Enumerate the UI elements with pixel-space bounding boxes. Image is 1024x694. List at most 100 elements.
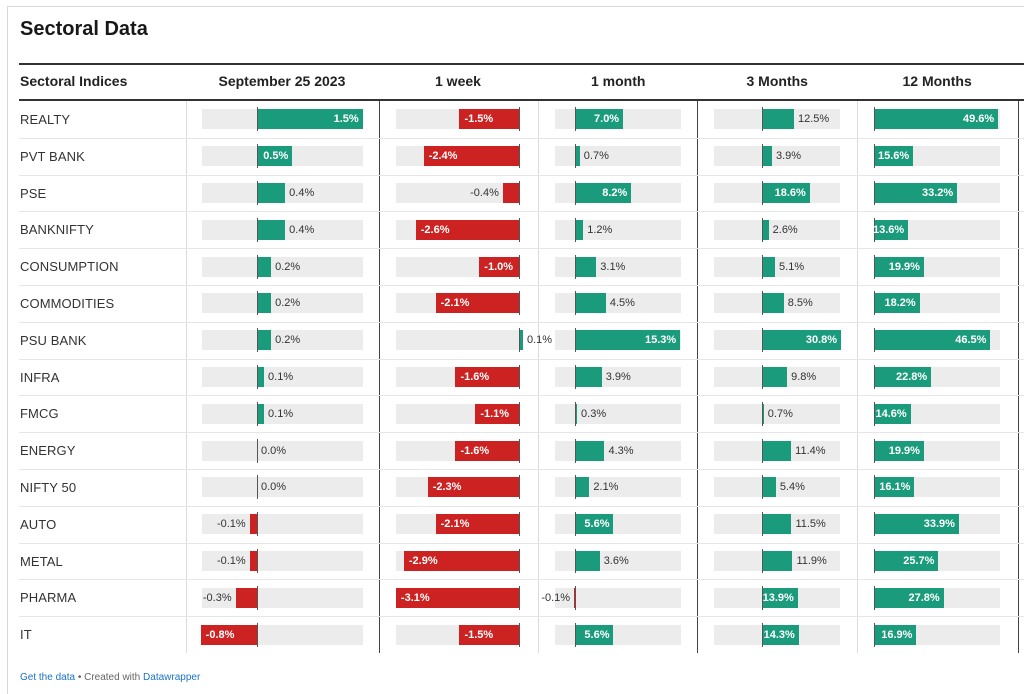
value-bar (427, 477, 519, 498)
value-label: 0.4% (289, 223, 315, 236)
value-label: 3.6% (603, 555, 629, 567)
zero-line (257, 622, 258, 647)
value-label: 0.3% (581, 407, 607, 420)
zero-line (519, 438, 520, 463)
datawrapper-link[interactable]: Datawrapper (143, 672, 201, 683)
value-label: 0.2% (275, 297, 301, 310)
zero-line (575, 622, 576, 647)
value-label: 33.2% (922, 187, 954, 199)
value-bar (503, 183, 519, 203)
zero-line (762, 622, 763, 647)
value-bar (874, 587, 944, 608)
bar-track (555, 514, 681, 535)
zero-line (762, 512, 763, 537)
zero-line (762, 291, 763, 316)
value-bar (479, 256, 519, 277)
value-label: 3.9% (775, 150, 802, 163)
value-bar (575, 219, 584, 240)
value-label: 27.8% (908, 591, 940, 604)
value-label: 7.0% (594, 113, 620, 126)
get-data-link[interactable]: Get the data (20, 672, 76, 683)
zero-line (257, 512, 258, 537)
zero-line (575, 512, 576, 537)
column-divider (1018, 101, 1019, 653)
value-label: 3.1% (600, 260, 626, 273)
header-top-rule (19, 63, 1024, 65)
zero-line (519, 512, 520, 537)
value-label: -1.1% (480, 407, 510, 420)
zero-line (762, 181, 763, 205)
value-label: 0.1% (268, 407, 294, 420)
value-bar (459, 109, 519, 130)
zero-line (762, 475, 763, 500)
sector-name: PHARMA (20, 590, 77, 606)
value-label: -0.3% (202, 591, 232, 604)
row-separator (19, 248, 1024, 250)
bar-track (202, 330, 363, 351)
value-label: -2.4% (428, 150, 458, 163)
zero-line (575, 549, 576, 573)
value-bar (575, 256, 597, 277)
sector-name: PSE (20, 185, 47, 201)
value-label: 2.6% (772, 223, 798, 236)
row-separator (19, 358, 1024, 360)
zero-line (575, 475, 576, 500)
zero-line (575, 365, 576, 389)
zero-line (874, 328, 875, 353)
value-label: -0.1% (216, 518, 246, 531)
value-bar (257, 183, 286, 203)
bar-track (202, 403, 363, 424)
column-header-12-months: 12 Months (902, 73, 972, 89)
value-bar (762, 330, 841, 351)
column-header-sectoral-indices: Sectoral Indices (20, 73, 128, 89)
value-label: 11.4% (795, 444, 826, 457)
zero-line (874, 585, 875, 610)
zero-line (874, 622, 875, 647)
zero-line (575, 107, 576, 132)
zero-line (257, 254, 258, 279)
bar-track (714, 219, 840, 240)
value-label: 15.6% (878, 150, 910, 163)
value-bar (395, 587, 519, 608)
row-separator (19, 211, 1024, 213)
row-separator (19, 321, 1024, 323)
zero-line (519, 365, 520, 389)
value-bar (762, 219, 769, 240)
value-label: 5.4% (779, 481, 805, 494)
zero-line (762, 254, 763, 279)
zero-line (519, 144, 520, 169)
value-label: 19.9% (888, 444, 920, 457)
value-bar (575, 146, 580, 167)
sector-name: AUTO (20, 516, 57, 532)
value-label: 3.9% (605, 371, 631, 383)
value-bar (249, 514, 257, 535)
value-bar (200, 624, 257, 645)
value-bar (874, 109, 998, 130)
zero-line (874, 217, 875, 242)
zero-line (519, 181, 520, 205)
value-bar (762, 146, 772, 167)
value-bar (874, 624, 917, 645)
value-bar (874, 293, 920, 314)
value-bar (762, 367, 788, 387)
value-label: -1.0% (484, 260, 514, 273)
zero-line (874, 475, 875, 500)
zero-line (575, 254, 576, 279)
value-label: 22.8% (896, 371, 928, 383)
zero-line (874, 549, 875, 573)
value-bar (762, 551, 793, 571)
sector-name: IT (20, 627, 32, 643)
value-bar (762, 109, 794, 130)
zero-line (257, 291, 258, 316)
value-label: 4.3% (608, 444, 634, 457)
column-divider (538, 101, 539, 653)
value-bar (257, 256, 272, 277)
value-label: 0.0% (261, 444, 287, 457)
value-label: 46.5% (955, 334, 987, 347)
zero-line (762, 328, 763, 353)
value-label: -2.1% (440, 518, 470, 531)
zero-line (257, 144, 258, 169)
header-bottom-rule (19, 99, 1024, 101)
value-label: 5.6% (584, 628, 610, 641)
value-bar (435, 514, 519, 535)
